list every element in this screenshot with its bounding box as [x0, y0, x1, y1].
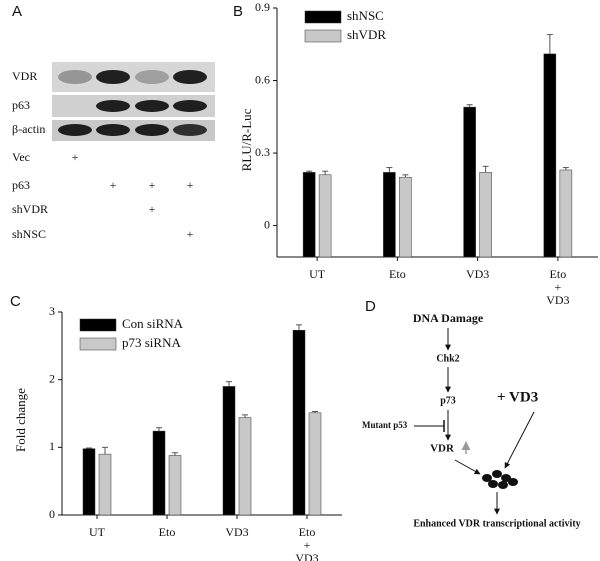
condition-sign: +: [110, 178, 117, 192]
panel-label: C: [10, 293, 21, 310]
legend-swatch: [304, 29, 342, 43]
y-axis-label: RLU/R-Luc: [239, 108, 254, 171]
band: [173, 100, 207, 112]
y-axis-label: Fold change: [13, 388, 28, 452]
y-tick-label: 0: [49, 507, 55, 521]
band: [96, 70, 130, 84]
y-tick-label: 0.3: [255, 145, 270, 159]
band: [173, 70, 207, 84]
x-tick-label: UT: [309, 267, 326, 281]
bar: [98, 453, 112, 516]
legend-swatch: [304, 10, 342, 24]
legend-label: Con siRNA: [122, 316, 184, 331]
node: + VD3: [497, 389, 538, 405]
bar: [82, 448, 96, 516]
x-tick-label: Eto: [389, 267, 406, 281]
bar: [222, 386, 236, 516]
diagram: DNA Damage Chk2 p73 VDR Mutant p53 + VD3…: [362, 311, 581, 530]
node: Chk2: [436, 353, 459, 364]
blot-row-label: VDR: [12, 69, 37, 83]
legend-swatch: [79, 337, 117, 351]
bar: [168, 455, 182, 516]
node: Enhanced VDR transcriptional activity: [413, 518, 580, 529]
panel-label: B: [233, 3, 243, 20]
node: Mutant p53: [362, 420, 408, 430]
condition-label: Vec: [12, 150, 30, 164]
blot-row-label: p63: [12, 98, 30, 112]
y-tick-label: 1: [49, 439, 55, 453]
condition-sign: +: [187, 227, 194, 241]
bar: [318, 174, 332, 258]
bar: [543, 53, 557, 258]
bar: [559, 169, 573, 258]
bar: [302, 172, 316, 258]
legend-label: shNSC: [347, 8, 384, 23]
y-tick-label: 0: [264, 217, 270, 231]
y-tick-label: 0.9: [255, 0, 270, 14]
blot-strip: [52, 120, 215, 141]
complex: [482, 470, 518, 489]
node: p73: [440, 395, 456, 406]
arrow: [454, 459, 481, 475]
condition-label: p63: [12, 178, 30, 192]
panel-label: A: [12, 3, 22, 20]
x-tick-label: VD3: [466, 267, 489, 281]
blot-row-label: β-actin: [12, 122, 45, 136]
band: [96, 124, 130, 136]
band: [135, 100, 169, 112]
x-tick-label: Eto + VD3: [546, 267, 569, 307]
condition-label: shNSC: [12, 227, 46, 241]
band: [135, 70, 169, 84]
condition-sign: +: [149, 178, 156, 192]
panel-label: D: [365, 298, 376, 315]
bar: [479, 172, 492, 258]
bar: [383, 172, 396, 258]
band: [96, 100, 130, 112]
legend-label: shVDR: [347, 27, 386, 42]
band: [173, 124, 207, 136]
x-tick-label: VD3: [225, 525, 248, 539]
bar: [152, 430, 166, 516]
node: DNA Damage: [413, 311, 484, 325]
condition-sign: +: [149, 202, 156, 216]
bar: [399, 176, 412, 258]
band: [135, 124, 169, 136]
y-tick-label: 0.6: [255, 72, 270, 86]
legend-label: p73 siRNA: [122, 335, 181, 350]
y-tick-label: 2: [49, 371, 55, 385]
band: [58, 70, 92, 84]
condition-sign: +: [187, 178, 194, 192]
legend-swatch: [79, 318, 117, 332]
bar: [463, 106, 476, 258]
condition-label: shVDR: [12, 202, 48, 216]
y-tick-label: 3: [49, 304, 55, 318]
x-tick-label: Eto: [159, 525, 176, 539]
node: VDR: [430, 443, 455, 455]
x-tick-label: Eto + VD3: [295, 525, 318, 561]
condition-sign: +: [72, 150, 79, 164]
bar: [238, 417, 252, 516]
bar: [292, 330, 306, 516]
arrow: [504, 411, 535, 469]
blot-strip: [52, 95, 215, 117]
bar: [308, 412, 322, 516]
x-tick-label: UT: [89, 525, 106, 539]
band: [58, 124, 92, 136]
